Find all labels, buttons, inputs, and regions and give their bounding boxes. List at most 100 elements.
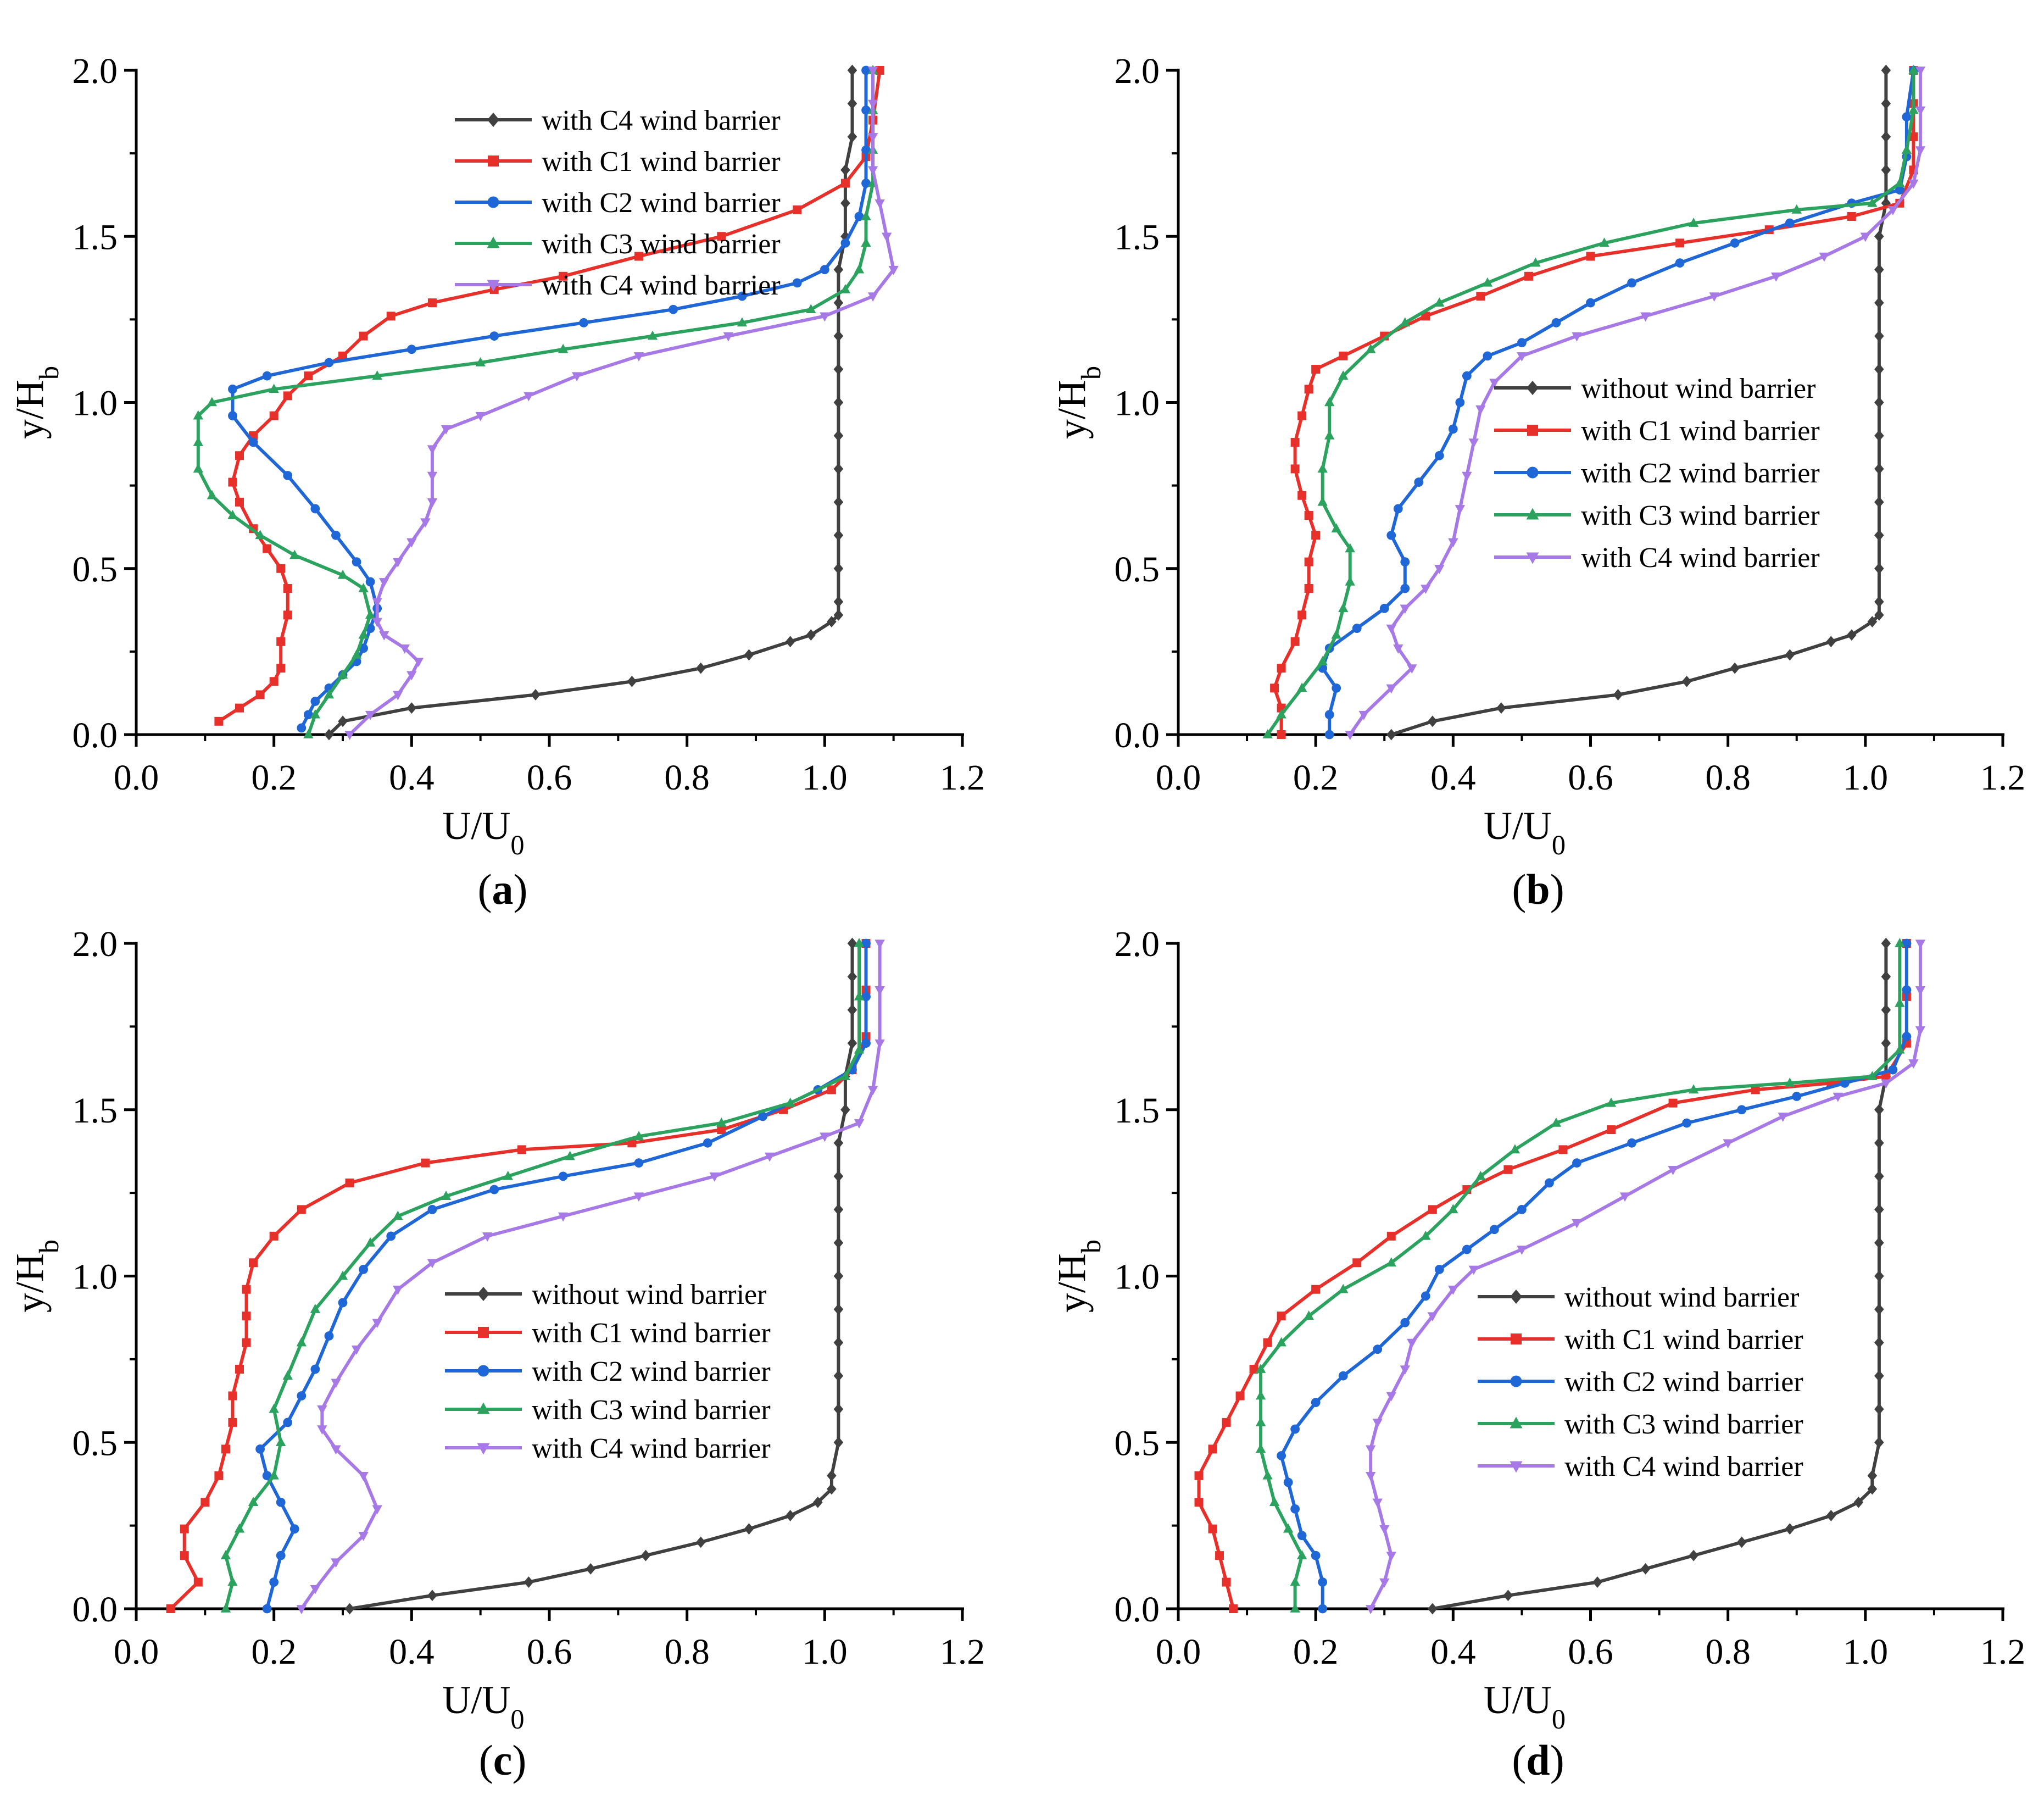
data-point bbox=[833, 463, 844, 475]
data-point bbox=[406, 344, 416, 354]
data-point bbox=[338, 351, 347, 360]
data-point bbox=[427, 471, 438, 481]
data-point bbox=[1358, 710, 1369, 720]
data-point bbox=[847, 64, 857, 76]
data-point bbox=[283, 584, 292, 593]
data-point bbox=[1255, 1390, 1266, 1400]
data-point bbox=[1874, 330, 1884, 342]
x-tick-label: 0.2 bbox=[251, 758, 297, 798]
data-point bbox=[1901, 145, 1912, 154]
data-point bbox=[1545, 1178, 1554, 1188]
x-tick-label: 1.0 bbox=[802, 1632, 848, 1672]
data-point bbox=[263, 544, 272, 553]
data-point bbox=[861, 938, 871, 948]
data-point bbox=[262, 1604, 272, 1614]
data-point bbox=[1372, 1498, 1383, 1508]
data-point bbox=[827, 616, 837, 627]
data-point bbox=[242, 1312, 251, 1321]
data-point bbox=[441, 1191, 452, 1200]
data-point bbox=[558, 343, 569, 353]
data-point bbox=[1311, 365, 1321, 374]
data-point bbox=[1902, 1032, 1912, 1041]
data-point bbox=[1599, 237, 1609, 247]
data-point bbox=[1400, 604, 1410, 614]
data-point bbox=[1881, 131, 1891, 143]
data-point bbox=[1517, 1246, 1527, 1255]
data-point bbox=[1881, 1079, 1891, 1089]
data-point bbox=[427, 498, 438, 508]
data-point bbox=[310, 709, 321, 719]
x-tick-label: 1.0 bbox=[802, 758, 848, 798]
data-point bbox=[1331, 523, 1341, 533]
x-axis-title: U/U0 bbox=[442, 804, 524, 860]
legend: without wind barrier with C1 wind barrier… bbox=[445, 1279, 771, 1464]
data-point bbox=[840, 164, 850, 176]
data-point bbox=[1874, 596, 1884, 608]
y-tick-label: 2.0 bbox=[73, 51, 118, 91]
data-point bbox=[1249, 1365, 1258, 1374]
data-point bbox=[276, 1437, 286, 1447]
data-point bbox=[1908, 179, 1919, 189]
data-point bbox=[228, 411, 237, 421]
data-point bbox=[1778, 1113, 1788, 1122]
data-point bbox=[1290, 438, 1300, 447]
data-point bbox=[833, 529, 844, 541]
data-point bbox=[1386, 729, 1396, 741]
data-point bbox=[1421, 1230, 1431, 1240]
x-tick-label: 0.0 bbox=[114, 758, 159, 798]
y-tick-label: 2.0 bbox=[1115, 924, 1160, 964]
x-axis-title: U/U0 bbox=[1484, 804, 1566, 860]
data-point bbox=[1613, 689, 1623, 701]
series-line bbox=[1259, 943, 1902, 1609]
data-point bbox=[1407, 1338, 1417, 1348]
data-point bbox=[1510, 1144, 1521, 1154]
data-point bbox=[1874, 1337, 1884, 1348]
data-point bbox=[1475, 1170, 1486, 1180]
data-point bbox=[1263, 1338, 1272, 1347]
data-point bbox=[627, 675, 637, 687]
data-point bbox=[255, 690, 265, 699]
data-point bbox=[833, 1370, 844, 1382]
data-point bbox=[854, 1044, 865, 1054]
data-point bbox=[1895, 185, 1904, 195]
legend-item: with C3 wind barrier bbox=[455, 229, 781, 260]
data-point bbox=[847, 1037, 857, 1049]
data-point bbox=[833, 609, 844, 621]
data-point bbox=[1222, 1577, 1231, 1587]
data-point bbox=[723, 332, 734, 342]
data-point bbox=[1791, 204, 1802, 214]
data-point bbox=[1434, 297, 1445, 307]
data-point bbox=[1627, 278, 1636, 288]
y-axis-title-group: y/Hb bbox=[8, 366, 64, 439]
data-point bbox=[1339, 351, 1348, 360]
data-point bbox=[317, 1405, 327, 1415]
data-point bbox=[565, 1151, 575, 1160]
data-point bbox=[1874, 1403, 1884, 1415]
series-black bbox=[344, 937, 857, 1615]
panel-label: (a) bbox=[478, 865, 528, 913]
data-point bbox=[228, 1418, 237, 1427]
data-point bbox=[1874, 297, 1884, 309]
data-point bbox=[827, 1470, 837, 1482]
data-point bbox=[1833, 1092, 1843, 1102]
data-point bbox=[297, 1205, 306, 1214]
data-point bbox=[1386, 1392, 1396, 1402]
data-point bbox=[1619, 1192, 1630, 1202]
panel-d: 0.0 0.2 0.4 0.6 0.8 1.0 1.2 0.0 0.5 1.0 1.5 2.0 U/U0… bbox=[1050, 924, 2025, 1784]
data-point bbox=[1915, 1026, 1926, 1036]
data-point bbox=[269, 384, 279, 393]
legend-marker bbox=[487, 113, 499, 127]
data-point bbox=[379, 578, 389, 587]
data-point bbox=[1407, 664, 1417, 674]
data-point bbox=[833, 1204, 844, 1215]
data-point bbox=[283, 1418, 293, 1427]
y-axis-title-group: y/Hb bbox=[8, 1240, 64, 1313]
data-point bbox=[1874, 1104, 1884, 1116]
data-point bbox=[276, 1497, 286, 1507]
data-point bbox=[1881, 971, 1891, 982]
data-point bbox=[1675, 258, 1685, 268]
series-red bbox=[214, 66, 884, 726]
data-point bbox=[180, 1524, 189, 1533]
data-point bbox=[875, 199, 885, 209]
data-point bbox=[833, 1170, 844, 1182]
